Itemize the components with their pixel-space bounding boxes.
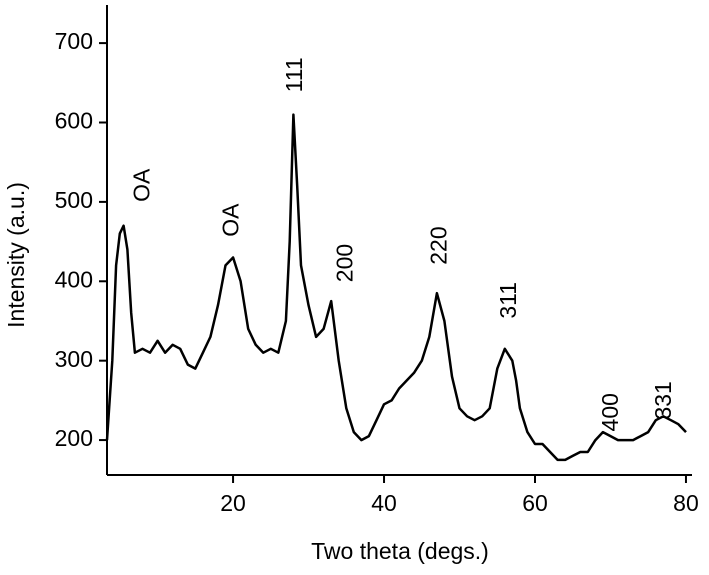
peak-label: OA [128,168,154,202]
y-tick-label: 500 [55,187,93,213]
peak-label: 220 [426,226,452,264]
peak-label: 311 [495,282,521,319]
peak-label: 400 [597,393,623,431]
data-line [105,113,687,462]
x-tick-label: 20 [220,490,246,516]
x-tick-label: 80 [673,490,699,516]
y-tick-label: 200 [55,425,93,451]
x-tick-label: 40 [371,490,397,516]
y-tick-label: 400 [55,266,93,292]
peak-label: 111 [281,57,307,92]
x-axis-title: Two theta (degs.) [311,538,489,564]
y-tick-label: 700 [55,28,93,54]
y-axis-title: Intensity (a.u.) [3,182,29,328]
peak-label: OA [217,203,243,237]
y-tick-label: 300 [55,346,93,372]
peak-label: 331 [650,381,676,419]
x-tick-label: 60 [522,490,548,516]
peak-label: 200 [331,244,357,282]
y-tick-label: 600 [55,108,93,134]
